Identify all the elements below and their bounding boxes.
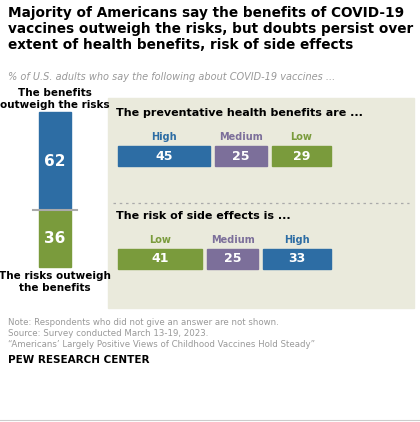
Text: Majority of Americans say the benefits of COVID-19: Majority of Americans say the benefits o… [8,6,404,20]
Bar [118,146,210,166]
Text: Medium: Medium [219,132,263,142]
Text: 45: 45 [155,149,173,162]
Text: High: High [284,235,310,245]
Text: 33: 33 [289,252,306,265]
Bar [271,146,331,166]
Bar [39,210,71,267]
Text: The benefits
outweigh the risks: The benefits outweigh the risks [0,88,110,111]
Text: vaccines outweigh the risks, but doubts persist over: vaccines outweigh the risks, but doubts … [8,22,413,36]
Text: Note: Respondents who did not give an answer are not shown.: Note: Respondents who did not give an an… [8,318,279,327]
Text: 25: 25 [232,149,249,162]
Text: The risk of side effects is ...: The risk of side effects is ... [116,211,291,221]
Text: 25: 25 [224,252,241,265]
Text: 62: 62 [44,154,66,168]
Text: The risks outweigh
the benefits: The risks outweigh the benefits [0,271,111,293]
Bar [118,249,202,269]
Text: The preventative health benefits are ...: The preventative health benefits are ... [116,108,363,118]
Text: Medium: Medium [211,235,255,245]
Text: Source: Survey conducted March 13-19, 2023.: Source: Survey conducted March 13-19, 20… [8,329,208,338]
Bar [39,112,71,210]
Bar [207,249,258,269]
Text: extent of health benefits, risk of side effects: extent of health benefits, risk of side … [8,38,353,52]
Text: % of U.S. adults who say the following about COVID-19 vaccines ...: % of U.S. adults who say the following a… [8,72,335,82]
Text: High: High [151,132,177,142]
Text: 41: 41 [151,252,169,265]
Text: PEW RESEARCH CENTER: PEW RESEARCH CENTER [8,355,150,365]
Text: “Americans’ Largely Positive Views of Childhood Vaccines Hold Steady”: “Americans’ Largely Positive Views of Ch… [8,340,315,349]
Text: Low: Low [149,235,171,245]
Bar [108,98,414,308]
Bar [263,249,331,269]
Text: 29: 29 [293,149,310,162]
Text: Low: Low [290,132,312,142]
Bar [215,146,267,166]
Text: 36: 36 [45,231,66,246]
